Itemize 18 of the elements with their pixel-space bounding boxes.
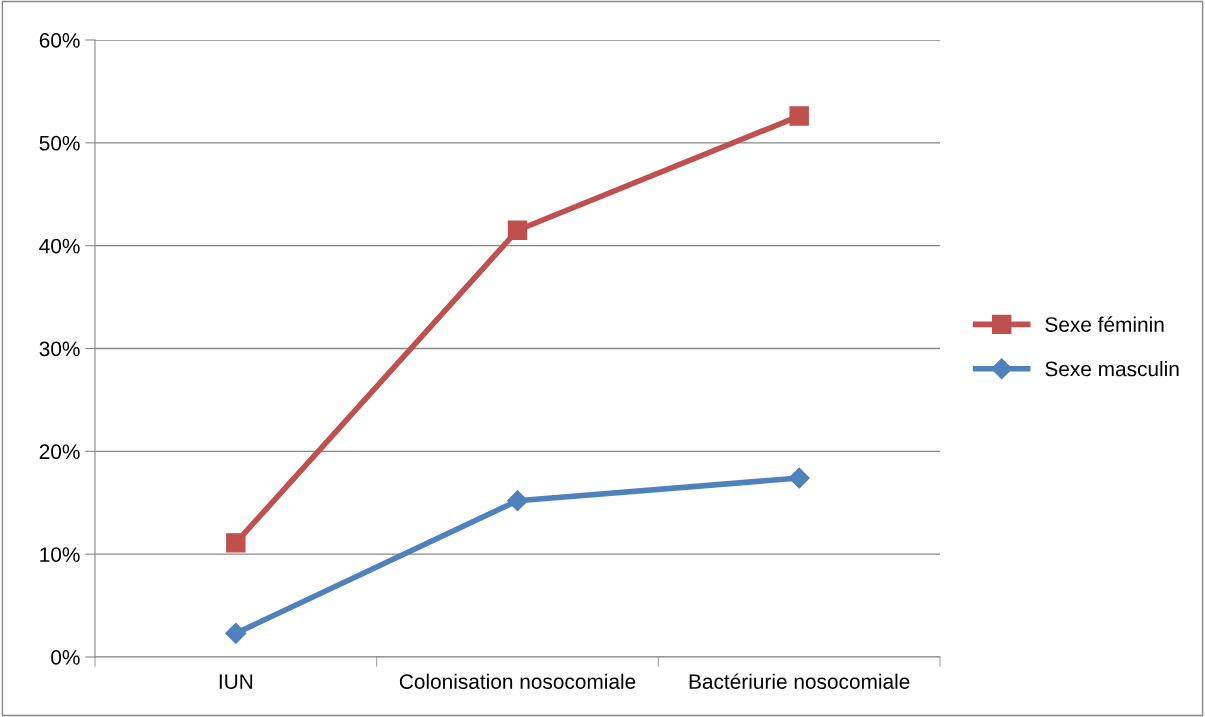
y-tick-label: 10%	[40, 547, 80, 562]
y-tick-label: 20%	[39, 444, 80, 460]
legend-label: Sexe masculin	[1045, 361, 1179, 377]
point	[788, 467, 810, 489]
y-tick-label: 50%	[39, 135, 80, 151]
y-tick-label: 0%	[51, 650, 80, 665]
point	[506, 490, 529, 512]
point	[225, 622, 247, 644]
point	[226, 533, 246, 553]
x-tick-label: Colonisation nosocomiale	[399, 673, 636, 689]
point	[507, 220, 528, 240]
point	[789, 106, 809, 126]
legend-label: Sexe féminin	[1045, 316, 1164, 332]
x-tick-label: Bactériurie nosocomiale	[689, 673, 910, 689]
y-tick-label: 40%	[39, 238, 80, 254]
x-tick-label: IUN	[219, 674, 253, 689]
y-tick-label: 60%	[39, 33, 80, 48]
y-tick-label: 30%	[39, 341, 80, 357]
